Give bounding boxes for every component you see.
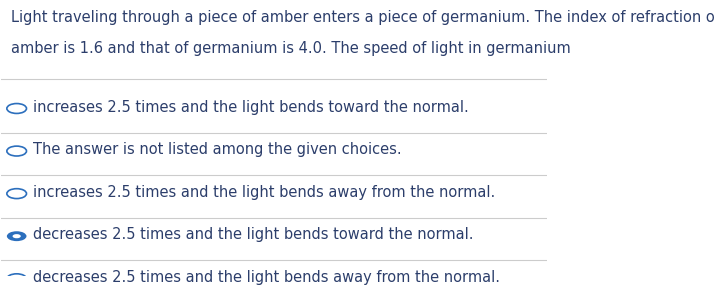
Text: increases 2.5 times and the light bends away from the normal.: increases 2.5 times and the light bends … <box>33 185 496 200</box>
Text: amber is 1.6 and that of germanium is 4.0. The speed of light in germanium: amber is 1.6 and that of germanium is 4.… <box>11 41 571 56</box>
Text: The answer is not listed among the given choices.: The answer is not listed among the given… <box>33 142 402 157</box>
Text: Light traveling through a piece of amber enters a piece of germanium. The index : Light traveling through a piece of amber… <box>11 10 714 25</box>
Circle shape <box>7 231 26 241</box>
Circle shape <box>13 234 21 238</box>
Text: decreases 2.5 times and the light bends away from the normal.: decreases 2.5 times and the light bends … <box>33 270 500 285</box>
Text: decreases 2.5 times and the light bends toward the normal.: decreases 2.5 times and the light bends … <box>33 227 473 242</box>
Text: increases 2.5 times and the light bends toward the normal.: increases 2.5 times and the light bends … <box>33 100 469 115</box>
